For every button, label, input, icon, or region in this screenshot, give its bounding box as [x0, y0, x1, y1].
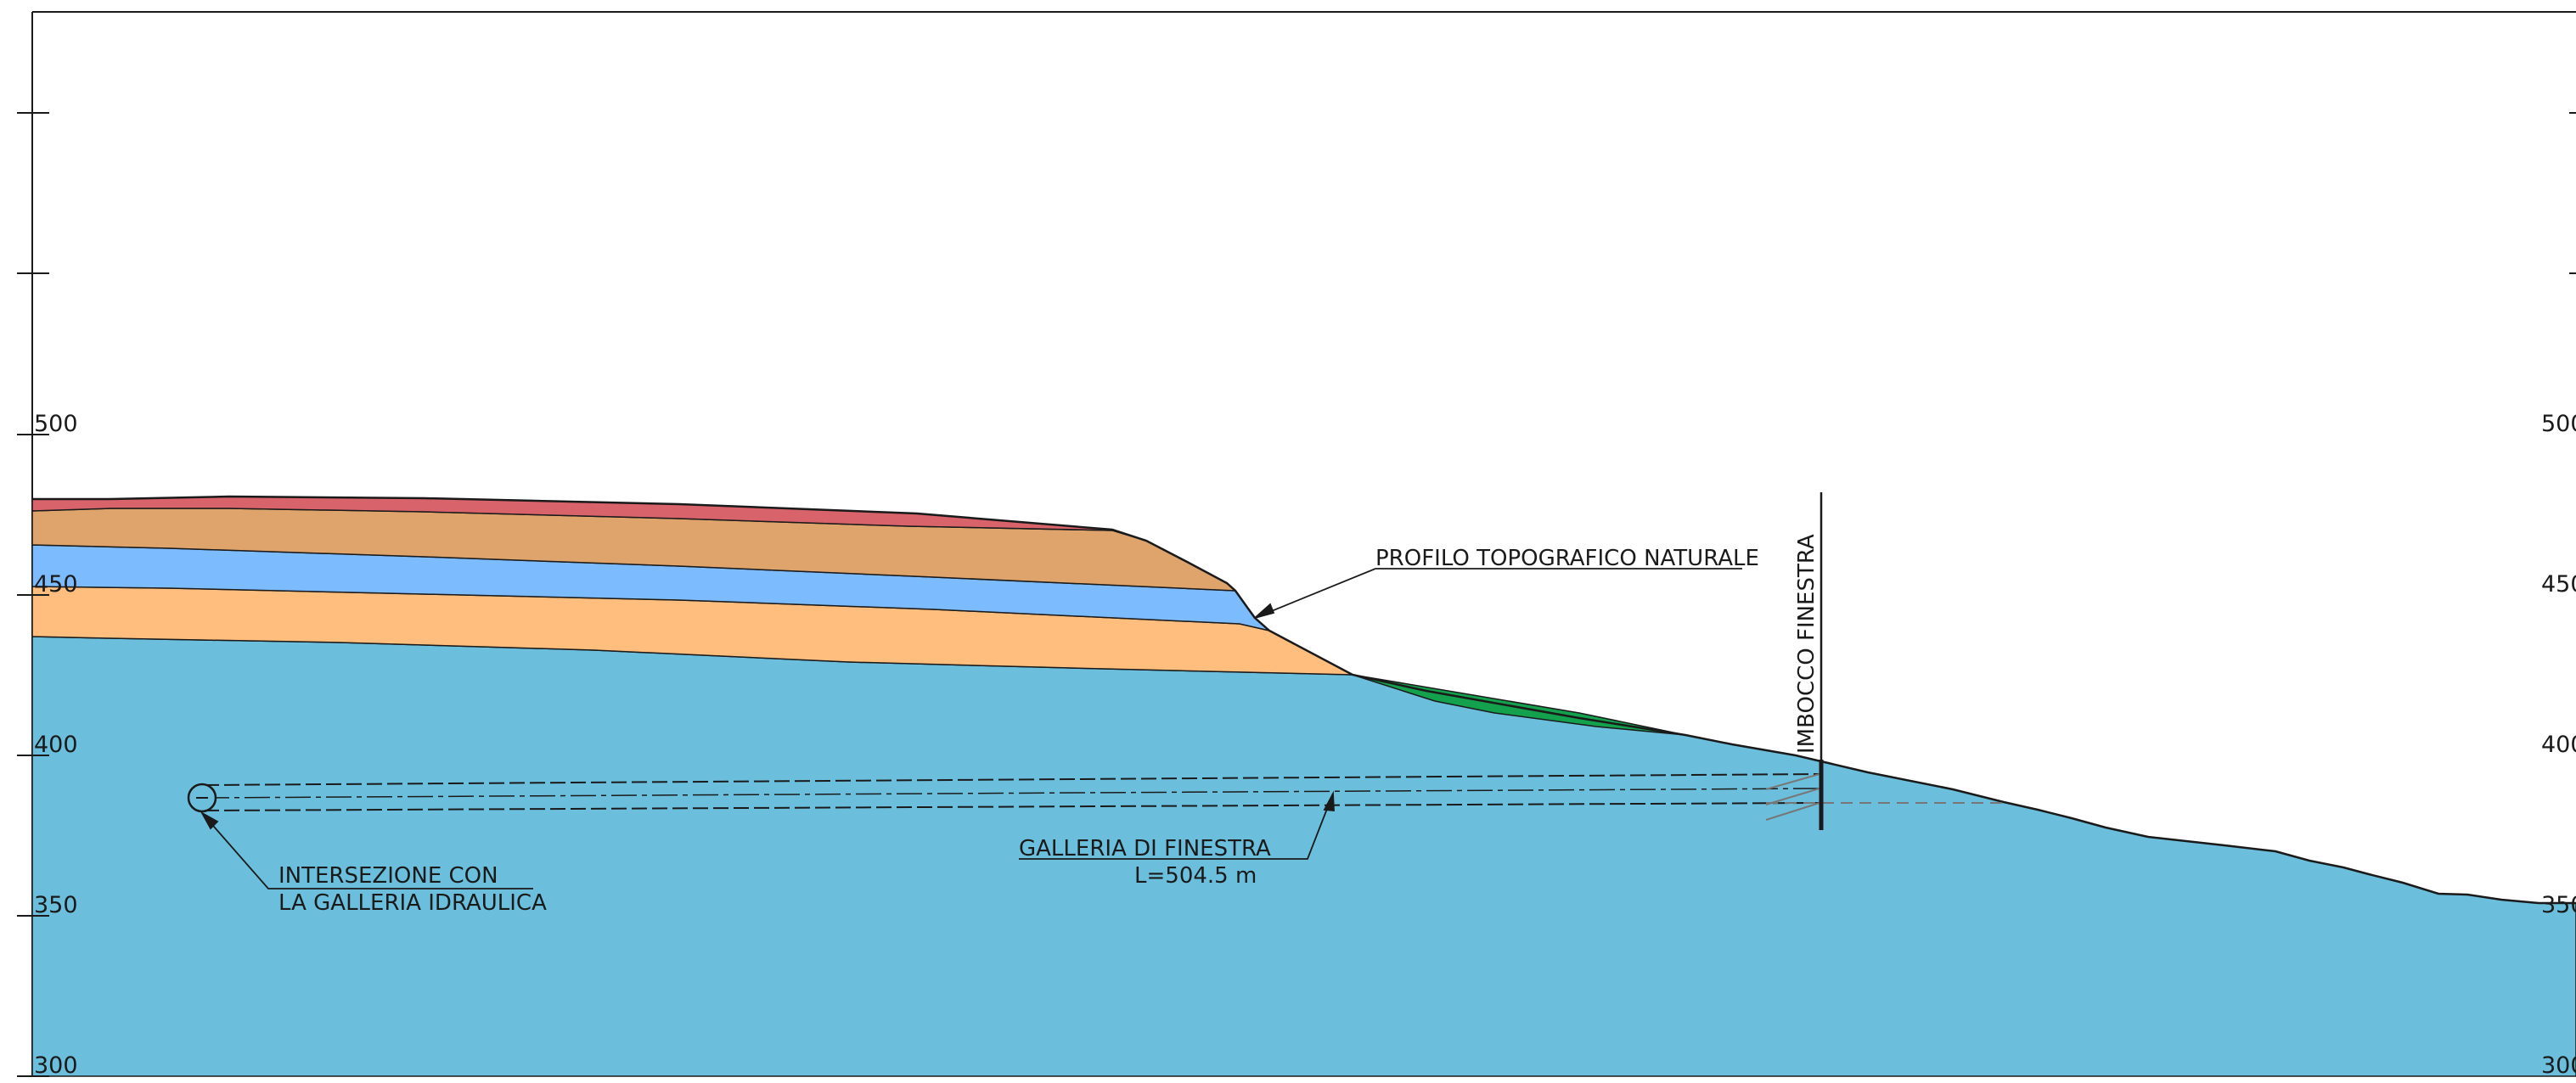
portal-arrows-icon [1765, 773, 1820, 821]
profile-label: PROFILO TOPOGRAFICO NATURALE [1375, 546, 1759, 571]
portal-marker: IMBOCCO FINESTRA [1794, 492, 1824, 830]
tunnel-axis-line [203, 788, 1820, 799]
topographic-profile-line [32, 495, 2576, 905]
intersection-label-line1: INTERSEZIONE CON [278, 863, 498, 889]
profile-leader [1254, 568, 1742, 619]
elevation-scale-right: 500 450 400 350 300 [2541, 112, 2576, 1079]
elev-label-400: 400 [34, 732, 78, 758]
elev-label-500: 500 [34, 411, 78, 437]
intersection-leader [201, 812, 533, 889]
portal-label: IMBOCCO FINESTRA [1794, 534, 1820, 754]
tunnel-leader [1019, 793, 1334, 860]
leader-lines [200, 568, 1742, 889]
annotations: PROFILO TOPOGRAFICO NATURALE GALLERIA DI… [278, 546, 1759, 916]
elev-label-right-300: 300 [2541, 1052, 2576, 1079]
window-tunnel [187, 773, 2004, 821]
elev-label-right-450: 450 [2541, 571, 2576, 598]
elev-label-right-350: 350 [2541, 892, 2576, 918]
debris-layer [1352, 674, 1686, 736]
tunnel-top-line [203, 773, 1820, 786]
tunnel-bottom-line [203, 802, 1820, 811]
tunnel-name-label: GALLERIA DI FINESTRA [1019, 836, 1271, 861]
elev-label-450: 450 [34, 571, 78, 598]
elev-label-350: 350 [34, 892, 78, 918]
elevation-scale-left: 500 450 400 350 300 [17, 112, 78, 1079]
elev-label-300: 300 [34, 1052, 78, 1079]
elev-label-right-400: 400 [2541, 732, 2576, 758]
tunnel-length-label: L=504.5 m [1134, 863, 1257, 889]
bedrock-layer [31, 636, 2576, 1077]
intersection-label-line2: LA GALLERIA IDRAULICA [278, 890, 547, 916]
geological-layers [31, 495, 2576, 1077]
elev-label-right-500: 500 [2541, 411, 2576, 437]
